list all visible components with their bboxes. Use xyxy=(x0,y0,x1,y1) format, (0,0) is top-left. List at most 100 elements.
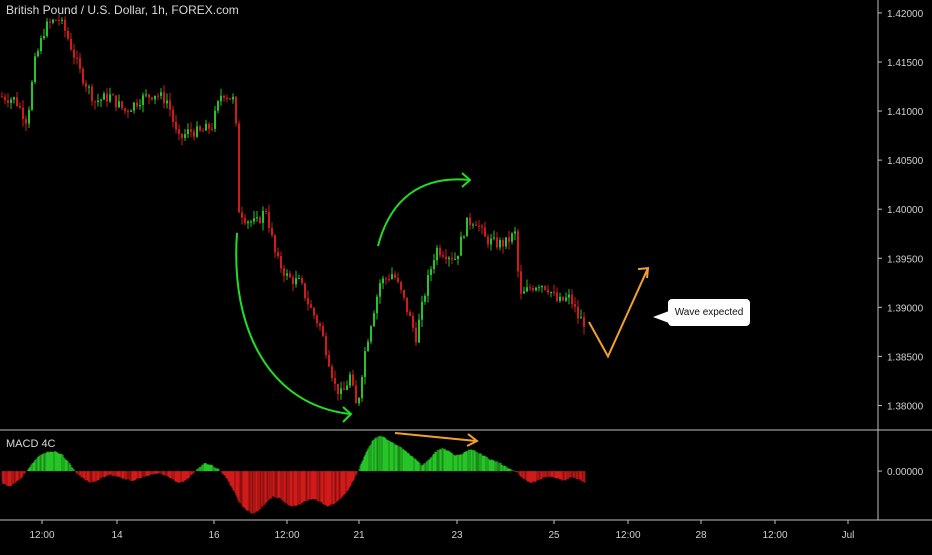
candle-body xyxy=(457,255,459,259)
candle-body xyxy=(451,257,453,260)
candle-body xyxy=(565,297,567,301)
candle-body xyxy=(469,217,471,225)
macd-label: MACD 4C xyxy=(6,438,56,450)
candle-body xyxy=(151,97,153,100)
candle-body xyxy=(277,252,279,257)
candle-body xyxy=(379,283,381,297)
down-curve-arrow xyxy=(235,232,351,415)
time-tick-label: 23 xyxy=(451,530,463,541)
candle-body xyxy=(148,94,150,98)
candle-body xyxy=(292,277,294,285)
candle-body xyxy=(166,100,168,104)
macd-tick-label: 0.00000 xyxy=(887,467,924,478)
candle-body xyxy=(580,317,582,319)
candle-body xyxy=(52,19,54,23)
candle-body xyxy=(544,285,546,290)
candle-body xyxy=(568,294,570,298)
candle-body xyxy=(82,68,84,84)
candle-body xyxy=(385,278,387,280)
candle-body xyxy=(178,129,180,134)
candle-body xyxy=(190,129,192,132)
candle-body xyxy=(127,111,129,113)
price-tick-label: 1.40500 xyxy=(887,156,924,167)
candle-body xyxy=(31,82,33,110)
candle-body xyxy=(514,231,516,234)
candle-body xyxy=(406,297,408,313)
candle-body xyxy=(25,118,27,124)
price-tick-label: 1.41500 xyxy=(887,58,924,69)
candle-body xyxy=(532,288,534,291)
candle-body xyxy=(136,102,138,107)
candle-body xyxy=(424,295,426,302)
candle-body xyxy=(271,227,273,236)
candle-body xyxy=(337,383,339,394)
candle-body xyxy=(238,123,240,213)
time-tick-label: 21 xyxy=(353,530,365,541)
wave-expected-callout[interactable]: Wave expected xyxy=(668,299,750,326)
candle-body xyxy=(121,101,123,109)
candle-body xyxy=(442,255,444,257)
candle-body xyxy=(382,278,384,284)
candle-body xyxy=(313,307,315,316)
candle-body xyxy=(538,287,540,289)
candle-body xyxy=(484,227,486,237)
candle-body xyxy=(97,100,99,102)
candle-body xyxy=(520,271,522,294)
candle-body xyxy=(220,95,222,102)
candle-body xyxy=(241,212,243,218)
candle-body xyxy=(202,130,204,132)
candle-body xyxy=(331,366,333,379)
candle-body xyxy=(160,92,162,96)
candle-body xyxy=(508,237,510,242)
candle-body xyxy=(19,105,21,108)
candle-body xyxy=(163,92,165,104)
candle-body xyxy=(46,21,48,37)
candle-body xyxy=(295,278,297,285)
candle-body xyxy=(319,323,321,327)
candle-body xyxy=(541,285,543,288)
candle-body xyxy=(133,102,135,111)
candle-body xyxy=(427,275,429,296)
time-tick-label: 16 xyxy=(208,530,220,541)
candle-body xyxy=(481,226,483,228)
candle-body xyxy=(436,247,438,261)
candle-body xyxy=(361,377,363,398)
candle-body xyxy=(343,388,345,390)
candle-body xyxy=(307,298,309,305)
candle-body xyxy=(370,326,372,342)
candle-body xyxy=(367,341,369,352)
candle-body xyxy=(64,19,66,31)
candle-body xyxy=(154,95,156,100)
candle-body xyxy=(529,287,531,289)
candle-body xyxy=(430,269,432,276)
candle-body xyxy=(16,97,18,106)
candle-body xyxy=(517,231,519,272)
candle-body xyxy=(535,287,537,291)
candle-body xyxy=(124,108,126,112)
candle-body xyxy=(67,30,69,39)
time-tick-label: 12:00 xyxy=(29,530,54,541)
candle-body xyxy=(550,291,552,293)
candle-body xyxy=(70,38,72,50)
candle-body xyxy=(502,240,504,247)
candle-body xyxy=(40,38,42,52)
projection-path xyxy=(588,267,649,359)
candle-body xyxy=(445,256,447,260)
candle-body xyxy=(112,94,114,96)
candle-body xyxy=(499,240,501,248)
candle-body xyxy=(262,210,264,223)
callout-tail xyxy=(653,311,669,323)
candle-body xyxy=(394,274,396,278)
candle-body xyxy=(103,93,105,100)
time-tick-label: 28 xyxy=(695,530,707,541)
candle-body xyxy=(574,304,576,307)
candle-body xyxy=(76,57,78,59)
candle-body xyxy=(556,292,558,301)
candle-body xyxy=(211,128,213,130)
candle-body xyxy=(316,315,318,324)
candle-body xyxy=(496,237,498,248)
candle-body xyxy=(325,336,327,355)
candle-body xyxy=(223,95,225,98)
candle-body xyxy=(169,100,171,110)
